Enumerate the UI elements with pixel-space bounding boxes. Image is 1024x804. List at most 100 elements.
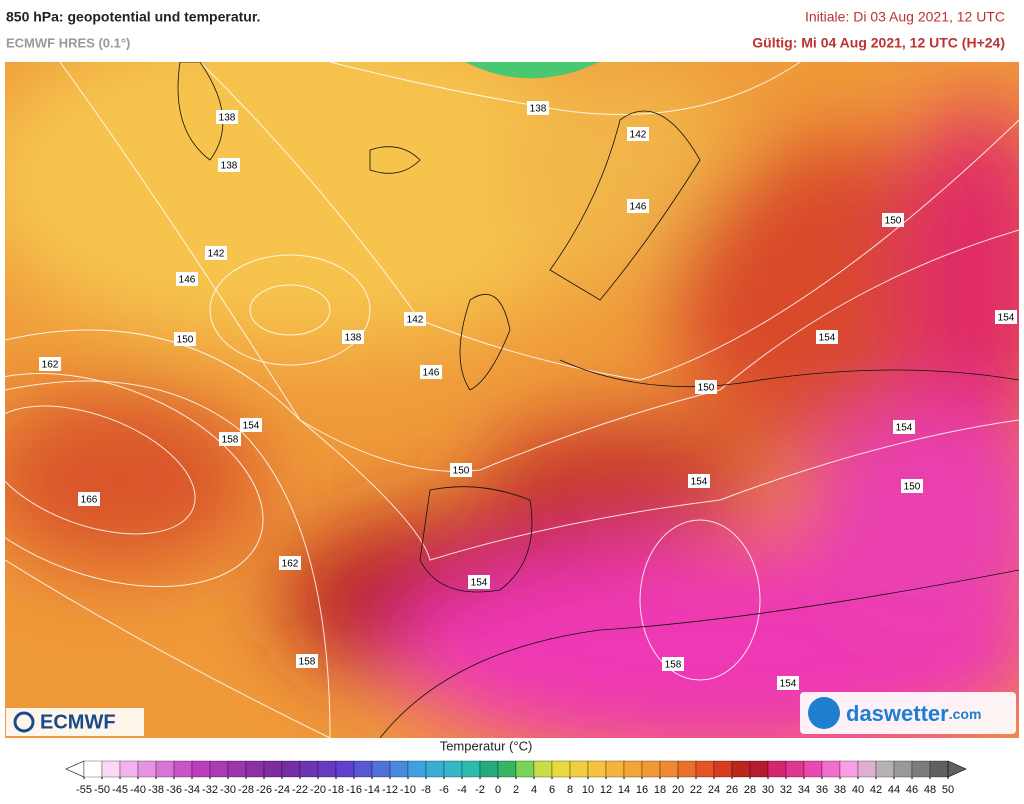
contour-label: 142 xyxy=(208,249,225,260)
colorbar-tick-label: -20 xyxy=(310,784,326,796)
subtitle: ECMWF HRES (0.1°) xyxy=(6,35,130,50)
colorbar-bin xyxy=(83,760,103,778)
colorbar-bin xyxy=(155,760,175,778)
contour-label-box xyxy=(240,418,262,432)
colorbar-tick-label: 42 xyxy=(870,784,882,796)
colorbar-bin xyxy=(533,760,553,778)
colorbar-bin xyxy=(605,760,625,778)
colorbar-bin xyxy=(785,760,805,778)
colorbar-bin xyxy=(767,760,787,778)
colorbar-bin xyxy=(353,760,373,778)
contour-label: 166 xyxy=(81,495,98,506)
colorbar-bin xyxy=(749,760,769,778)
contour-label: 154 xyxy=(819,333,836,344)
contour-label: 142 xyxy=(407,315,424,326)
colorbar-bin xyxy=(209,760,229,778)
colorbar-bin xyxy=(929,760,949,778)
colorbar-tick-label: -24 xyxy=(274,784,290,796)
contour-label-box xyxy=(468,575,490,589)
colorbar-tick-label: -8 xyxy=(421,784,431,796)
colorbar-tick-label: -40 xyxy=(130,784,146,796)
colorbar-bin xyxy=(659,760,679,778)
contour-label: 142 xyxy=(630,130,647,141)
colorbar-tick-label: 38 xyxy=(834,784,846,796)
daswetter-logo: daswetter.com xyxy=(800,692,1016,734)
colorbar-tick-label: 10 xyxy=(582,784,594,796)
colorbar-bin xyxy=(245,760,265,778)
contour-label: 158 xyxy=(665,660,682,671)
colorbar-bin xyxy=(839,760,859,778)
colorbar-bin xyxy=(299,760,319,778)
contour-label-box xyxy=(527,101,549,115)
contour-label-box xyxy=(404,312,426,326)
colorbar-bin xyxy=(479,760,499,778)
contour-labels: 138 138 138 138 142 142 142 146 146 146 150 150 150 1… xyxy=(39,101,1017,690)
colorbar-tick-label: -30 xyxy=(220,784,236,796)
colorbar-tick-label: -45 xyxy=(112,784,128,796)
contour-label-box xyxy=(627,127,649,141)
contour-label-box xyxy=(893,420,915,434)
contour-label: 154 xyxy=(896,423,913,434)
colorbar-tick-label: 18 xyxy=(654,784,666,796)
colorbar-bin xyxy=(407,760,427,778)
contour-label: 150 xyxy=(885,216,902,227)
colorbar-bin xyxy=(677,760,697,778)
colorbar-tick-label: -34 xyxy=(184,784,200,796)
colorbar-bin xyxy=(515,760,535,778)
colorbar-tick-label: 12 xyxy=(600,784,612,796)
contour-label-box xyxy=(450,463,472,477)
colorbar-bin xyxy=(371,760,391,778)
colorbar-bin xyxy=(893,760,913,778)
contour-label: 150 xyxy=(453,466,470,477)
colorbar-tick-label: 6 xyxy=(549,784,555,796)
contour-label: 158 xyxy=(222,435,239,446)
contour-label-box xyxy=(627,199,649,213)
colorbar-bin xyxy=(857,760,877,778)
colorbar-bin xyxy=(263,760,283,778)
contour-label-box xyxy=(174,332,196,346)
contour-label-box xyxy=(205,246,227,260)
logo-text: daswetter.com xyxy=(846,701,981,726)
colorbar-bin xyxy=(425,760,445,778)
contour-label: 138 xyxy=(345,333,362,344)
init-time: Initiale: Di 03 Aug 2021, 12 UTC xyxy=(805,9,1005,25)
colorbar-tick-label: -6 xyxy=(439,784,449,796)
colorbar-tick-label: 28 xyxy=(744,784,756,796)
contour-label: 154 xyxy=(998,313,1015,324)
colorbar-tick-label: -22 xyxy=(292,784,308,796)
contour-label-box xyxy=(39,357,61,371)
contour-label-box xyxy=(777,676,799,690)
colorbar-tick-label: 8 xyxy=(567,784,573,796)
colorbar-bin xyxy=(803,760,823,778)
contour-label-box xyxy=(901,479,923,493)
contour-label: 146 xyxy=(179,275,196,286)
colorbar-tick-label: -14 xyxy=(364,784,380,796)
colorbar-end xyxy=(947,760,967,778)
colorbar-bin xyxy=(911,760,931,778)
colorbar-tick-label: -50 xyxy=(94,784,110,796)
colorbar-tick-label: -32 xyxy=(202,784,218,796)
colorbar-tick-label: 20 xyxy=(672,784,684,796)
colorbar-tick-label: -38 xyxy=(148,784,164,796)
colorbar-tick-label: 36 xyxy=(816,784,828,796)
colorbar-tick-label: -55 xyxy=(76,784,92,796)
contour-label-box xyxy=(216,110,238,124)
colorbar-tick-label: 22 xyxy=(690,784,702,796)
contour-label: 146 xyxy=(630,202,647,213)
colorbar-tick-label: 4 xyxy=(531,784,537,796)
colorbar-bin xyxy=(191,760,211,778)
contour-label-box xyxy=(279,556,301,570)
contour-label: 150 xyxy=(904,482,921,493)
colorbar-tick-label: 50 xyxy=(942,784,954,796)
contour-label-box xyxy=(816,330,838,344)
colorbar-bin xyxy=(497,760,517,778)
colorbar-tick-label: 32 xyxy=(780,784,792,796)
contour-label: 162 xyxy=(42,360,59,371)
colorbar-tick-label: -12 xyxy=(382,784,398,796)
colorbar-end xyxy=(65,760,85,778)
colorbar-tick-label: 48 xyxy=(924,784,936,796)
colorbar-tick-label: 46 xyxy=(906,784,918,796)
logo-text: ECMWF xyxy=(40,711,116,733)
colorbar-tick-label: -4 xyxy=(457,784,467,796)
